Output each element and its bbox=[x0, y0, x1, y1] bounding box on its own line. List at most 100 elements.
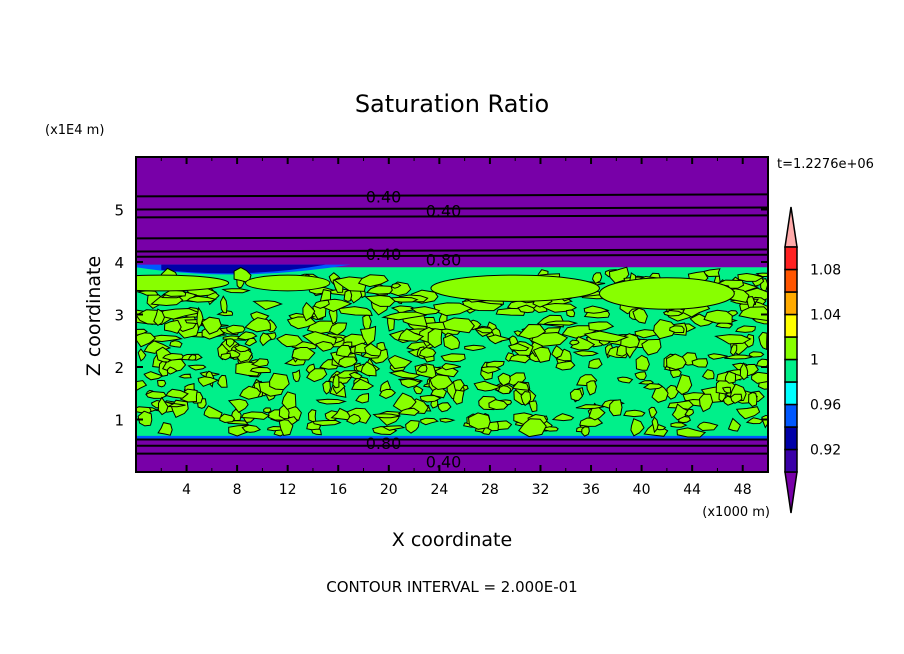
contour-patch bbox=[196, 306, 204, 330]
contour-patch bbox=[136, 380, 148, 392]
contour-patch bbox=[310, 428, 322, 436]
contour-patch bbox=[388, 370, 423, 379]
contour-patch bbox=[724, 370, 737, 384]
contour-patch bbox=[364, 294, 396, 307]
contour-patch bbox=[684, 408, 695, 417]
contour-patch bbox=[263, 407, 272, 414]
contour-patch bbox=[244, 337, 258, 347]
contour-patch bbox=[675, 374, 693, 395]
contour-patch bbox=[360, 361, 377, 377]
contour-patch bbox=[528, 400, 538, 413]
contour-line bbox=[136, 214, 768, 219]
contour-patch bbox=[727, 417, 742, 432]
contour-patch bbox=[583, 305, 610, 314]
x-tick-label: 16 bbox=[329, 482, 347, 498]
contour-patch bbox=[488, 399, 509, 411]
contour-patch bbox=[420, 417, 439, 426]
contour-patch bbox=[616, 376, 634, 384]
contour-patch bbox=[441, 362, 462, 371]
contour-label: 0.40 bbox=[366, 187, 402, 206]
colorbar-label: 0.92 bbox=[810, 443, 841, 459]
y-tick-label: 5 bbox=[114, 202, 124, 220]
contour-patch bbox=[332, 276, 367, 292]
contour-patch bbox=[225, 338, 235, 348]
contour-patch bbox=[427, 328, 443, 349]
time-label: t=1.2276e+06 bbox=[777, 157, 874, 172]
contour-patch bbox=[464, 344, 487, 352]
contour-patch bbox=[236, 331, 258, 341]
contour-patch bbox=[669, 325, 685, 334]
contour-patch bbox=[419, 395, 442, 403]
contour-patch bbox=[405, 419, 420, 434]
contour-patch bbox=[735, 325, 756, 333]
contour-patch bbox=[292, 369, 301, 383]
contour-patch bbox=[276, 333, 304, 348]
contour-patch bbox=[249, 366, 271, 374]
contour-patch bbox=[178, 373, 192, 379]
x-unit-label: (x1000 m) bbox=[702, 505, 770, 520]
contour-patch bbox=[701, 369, 715, 380]
contour-patch bbox=[575, 404, 605, 410]
contour-patch bbox=[670, 422, 688, 428]
contour-patch bbox=[433, 302, 473, 317]
x-tick-label: 36 bbox=[582, 482, 600, 498]
contour-patch bbox=[751, 371, 768, 384]
contour-patch bbox=[634, 371, 647, 381]
contour-patch bbox=[219, 295, 228, 314]
contour-patch bbox=[748, 351, 765, 358]
contour-label: 0.40 bbox=[426, 202, 462, 221]
contour-patch bbox=[143, 371, 164, 381]
contour-patch bbox=[163, 319, 182, 334]
contour-patch bbox=[312, 419, 342, 427]
colorbar-swatch bbox=[784, 358, 798, 383]
contour-patch bbox=[252, 300, 283, 311]
contour-patch bbox=[586, 380, 597, 396]
contour-patch bbox=[306, 368, 328, 383]
contour-patch bbox=[642, 382, 664, 390]
contour-patch bbox=[630, 418, 645, 437]
chart-title: Saturation Ratio bbox=[355, 90, 549, 118]
contour-patch bbox=[233, 344, 252, 353]
contour-patch bbox=[676, 427, 707, 438]
contour-patch bbox=[608, 399, 623, 417]
contour-patch bbox=[561, 325, 598, 339]
contour-patch bbox=[739, 362, 749, 381]
contour-patch bbox=[157, 422, 173, 436]
contour-patch bbox=[392, 392, 417, 413]
contour-patch bbox=[348, 371, 363, 380]
contour-patch bbox=[591, 272, 603, 285]
contour-patch bbox=[439, 417, 456, 423]
contour-patch bbox=[153, 308, 166, 327]
x-tick-label: 32 bbox=[532, 482, 550, 498]
contour-patch bbox=[397, 328, 425, 342]
contour-patch bbox=[302, 301, 316, 322]
contour-patch bbox=[351, 378, 375, 391]
contour-patch bbox=[532, 346, 552, 363]
contour-patch bbox=[651, 416, 659, 434]
contour-patch bbox=[507, 342, 530, 352]
contour-patch bbox=[391, 283, 402, 289]
contour-patch bbox=[165, 388, 189, 399]
contour-label: 0.40 bbox=[366, 245, 402, 264]
contour-patch bbox=[698, 393, 714, 413]
contour-patch bbox=[653, 318, 678, 340]
colorbar-over-triangle bbox=[784, 206, 798, 248]
y-tick-label: 4 bbox=[114, 254, 124, 272]
contour-patch bbox=[486, 334, 511, 345]
contour-patch bbox=[543, 320, 579, 326]
contour-patch bbox=[437, 402, 452, 413]
colorbar-swatch bbox=[784, 336, 798, 361]
contour-patch bbox=[572, 350, 599, 357]
colorbar-swatch bbox=[784, 268, 798, 293]
contour-label: 0.80 bbox=[366, 434, 402, 453]
colorbar-label: 0.96 bbox=[810, 398, 841, 414]
contour-patch bbox=[136, 274, 230, 292]
contour-patch bbox=[281, 391, 297, 410]
contour-patch bbox=[187, 354, 197, 361]
contour-patch bbox=[473, 326, 494, 334]
contour-patch bbox=[291, 347, 316, 361]
x-axis-label: X coordinate bbox=[392, 529, 512, 551]
contour-line bbox=[136, 206, 768, 211]
